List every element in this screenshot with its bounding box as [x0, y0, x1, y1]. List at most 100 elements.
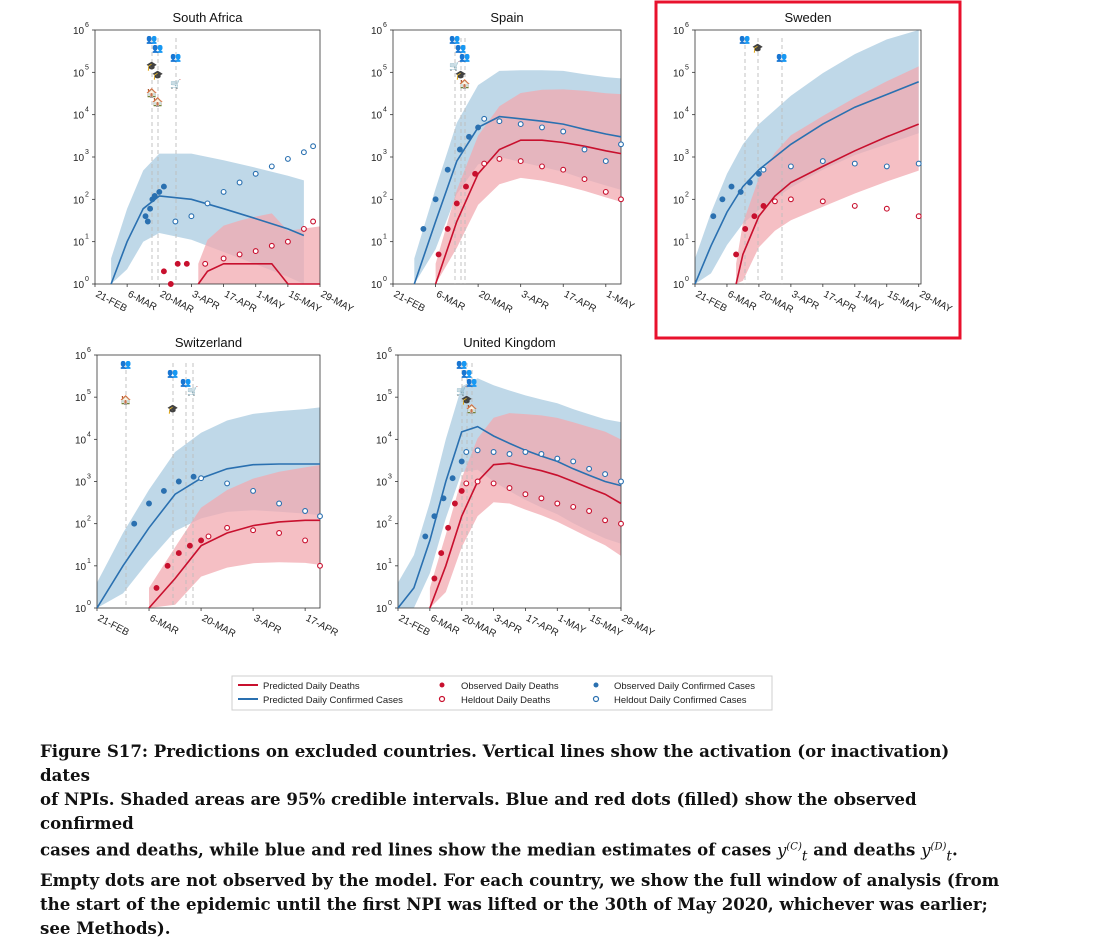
caption-line-3: cases and deaths, while blue and red lin…	[40, 835, 1000, 868]
y-tick-exponent: 6	[685, 22, 689, 29]
y-tick-label: 10	[376, 520, 388, 531]
heldout-cases-dot	[463, 449, 470, 455]
predicted-cases-line	[397, 425, 622, 609]
legend-pred-cases-label: Predicted Daily Confirmed Cases	[263, 695, 403, 706]
figure-canvas: 👥👥👥🎓🎓🛒🏠🏠10010110210310410510621-FEB6-MAR…	[73, 0, 962, 711]
y-tick-label: 10	[75, 351, 87, 362]
heldout-deaths-dot	[602, 188, 609, 195]
npi-icon: 🛒	[449, 60, 460, 71]
heldout-cases-dot	[517, 121, 524, 128]
y-tick-exponent: 1	[87, 558, 91, 565]
panel-title: Sweden	[785, 10, 832, 25]
heldout-deaths-dot	[554, 500, 561, 507]
y-tick-exponent: 0	[685, 276, 689, 283]
panel-south-africa: 👥👥👥🎓🎓🛒🏠🏠10010110210310410510621-FEB6-MAR…	[73, 10, 355, 316]
npi-icon: 🎓	[146, 61, 157, 71]
x-tick-label: 6-MAR	[148, 613, 181, 637]
y-tick-exponent: 6	[87, 347, 91, 354]
npi-icon: 🎓	[752, 43, 763, 53]
caption-line-3c: .	[951, 839, 958, 860]
math-y-deaths: y(D)t	[921, 841, 952, 864]
x-tick-label: 6-MAR	[726, 289, 759, 313]
heldout-cases-dot	[188, 213, 195, 220]
y-tick-exponent: 3	[388, 474, 392, 481]
heldout-cases-dot	[236, 179, 243, 186]
heldout-cases-dot	[198, 475, 205, 482]
observed-cases-dot	[755, 170, 762, 177]
y-tick-exponent: 2	[87, 516, 91, 523]
heldout-cases-dot	[172, 218, 179, 225]
observed-deaths-dot	[175, 550, 182, 557]
heldout-cases-dot	[284, 155, 291, 162]
observed-cases-dot	[456, 146, 463, 153]
heldout-deaths-dot	[490, 480, 497, 487]
heldout-deaths-dot	[538, 495, 545, 502]
heldout-deaths-dot	[586, 508, 593, 514]
x-tick-label: 17-APR	[524, 613, 560, 639]
observed-deaths-dot	[458, 487, 465, 494]
x-tick-label: 21-FEB	[392, 289, 427, 315]
caption-line-4: Empty dots are not observed by the model…	[40, 869, 1000, 890]
y-tick-label: 10	[75, 520, 87, 531]
caption-line-3b: and deaths	[807, 839, 922, 860]
x-tick-label: 21-FEB	[96, 613, 131, 639]
y-tick-exponent: 4	[685, 107, 689, 114]
predicted-deaths-line	[197, 262, 320, 285]
y-tick-label: 10	[371, 111, 383, 122]
y-tick-exponent: 6	[383, 22, 387, 29]
observed-deaths-dot	[164, 562, 171, 569]
predicted-deaths-line	[148, 519, 320, 609]
math-y-deaths-sup: (D)	[930, 841, 947, 852]
observed-cases-dot	[746, 179, 753, 186]
caption-line-6: see Methods).	[40, 917, 171, 938]
npi-icon: 🛒	[170, 78, 181, 89]
caption-line-2: of NPIs. Shaded areas are 95% credible i…	[40, 789, 917, 833]
y-tick-label: 10	[75, 435, 87, 446]
observed-cases-dot	[710, 213, 717, 220]
panel-title: Switzerland	[175, 335, 242, 350]
x-tick-label: 17-APR	[562, 289, 598, 315]
x-tick-label: 20-MAR	[200, 613, 238, 640]
x-tick-label: 20-MAR	[477, 289, 515, 316]
observed-cases-dot	[142, 213, 149, 220]
observed-deaths-dot	[751, 213, 758, 220]
heldout-cases-dot	[618, 478, 624, 485]
y-tick-label: 10	[371, 26, 383, 37]
x-tick-label: 1-MAY	[604, 289, 636, 313]
heldout-cases-dot	[554, 455, 561, 462]
heldout-deaths-dot	[224, 524, 231, 531]
predicted-deaths-line	[434, 139, 622, 285]
heldout-deaths-dot	[570, 503, 577, 510]
npi-icon: 👥	[459, 52, 470, 62]
predicted-cases-line	[110, 195, 305, 285]
y-tick-label: 10	[371, 195, 383, 206]
y-tick-label: 10	[376, 435, 388, 446]
npi-icon: 👥	[146, 34, 157, 44]
y-tick-exponent: 2	[85, 191, 89, 198]
y-tick-label: 10	[376, 478, 388, 489]
y-tick-label: 10	[371, 238, 383, 249]
observed-cases-dot	[466, 133, 472, 140]
npi-icon: 🏠	[146, 88, 157, 98]
y-tick-exponent: 5	[685, 64, 689, 71]
npi-icon: 🎓	[152, 70, 163, 80]
x-tick-label: 15-MAY	[885, 289, 922, 315]
y-tick-exponent: 0	[85, 276, 89, 283]
heldout-deaths-dot	[602, 517, 609, 524]
observed-cases-dot	[440, 495, 447, 502]
math-y-deaths-sub: t	[946, 847, 952, 864]
heldout-cases-dot	[496, 118, 503, 125]
heldout-deaths-dot	[851, 202, 858, 209]
heldout-deaths-dot	[463, 480, 470, 487]
deaths-credible-band	[435, 89, 621, 285]
heldout-deaths-dot	[220, 255, 227, 262]
panels: 👥👥👥🎓🎓🛒🏠🏠10010110210310410510621-FEB6-MAR…	[73, 10, 954, 640]
heldout-cases-dot	[602, 471, 609, 478]
heldout-cases-dot	[506, 451, 513, 457]
deaths-credible-band	[198, 213, 320, 284]
heldout-cases-dot	[787, 163, 794, 170]
x-tick-label: 6-MAR	[126, 289, 159, 313]
x-tick-label: 6-MAR	[428, 613, 461, 637]
heldout-cases-dot	[760, 166, 767, 173]
y-tick-exponent: 4	[85, 107, 89, 114]
